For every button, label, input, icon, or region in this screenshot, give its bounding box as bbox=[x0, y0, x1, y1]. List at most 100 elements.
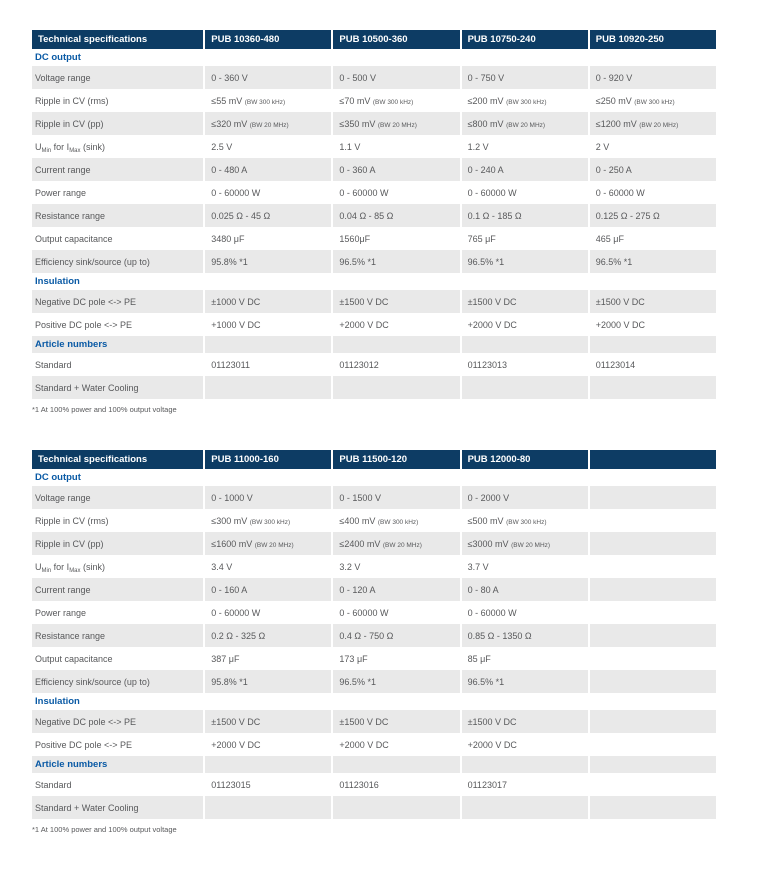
spec-value bbox=[589, 376, 716, 399]
spec-value: 01123017 bbox=[467, 779, 507, 790]
spec-value: 3.4 V bbox=[211, 561, 233, 572]
spec-value: 1.1 V bbox=[339, 141, 361, 152]
spec-value: 01123014 bbox=[595, 359, 636, 370]
subscript-text: Min bbox=[41, 147, 52, 154]
row-label: Negative DC pole <-> PE bbox=[32, 290, 204, 313]
spec-value: 387 μF bbox=[211, 653, 240, 664]
spec-value: 0 - 750 V bbox=[461, 66, 588, 89]
header-model-1: PUB 10360-480 bbox=[205, 30, 332, 49]
section-empty-cell bbox=[590, 273, 716, 290]
spec-value: 0 - 250 A bbox=[589, 158, 716, 181]
spec-value: +1000 V DC bbox=[211, 319, 261, 330]
spec-value: ≤400 mV (BW 300 kHz) bbox=[339, 515, 419, 526]
section-title: Article numbers bbox=[32, 756, 204, 773]
bandwidth-note: (BW 20 MHz) bbox=[506, 121, 546, 129]
spec-value: 0 - 60000 W bbox=[467, 607, 517, 618]
header-model-2: PUB 10500-360 bbox=[333, 30, 460, 49]
spec-value: 01123013 bbox=[467, 359, 507, 370]
row-label: Resistance range bbox=[32, 624, 204, 647]
spec-value: 0 - 2000 V bbox=[461, 486, 588, 509]
section-empty-cell bbox=[205, 693, 331, 710]
spec-value: +2000 V DC bbox=[467, 319, 517, 330]
spec-row: Resistance range 0.025 Ω - 45 Ω 0.04 Ω - 8… bbox=[32, 204, 716, 227]
spec-value: ±1500 V DC bbox=[589, 290, 716, 313]
row-label: Ripple in CV (rms) bbox=[35, 515, 109, 526]
spec-value: +2000 V DC bbox=[339, 739, 389, 750]
spec-table-block-1: Technical specifications PUB 10360-480 PUB… bbox=[30, 0, 759, 414]
spec-value: 0 - 60000 W bbox=[467, 187, 517, 198]
spec-value: ±1500 V DC bbox=[205, 710, 332, 733]
section-row: Insulation bbox=[32, 273, 716, 290]
spec-value: 0 - 120 A bbox=[333, 578, 460, 601]
spec-row: Ripple in CV (pp) ≤320 mV (BW 20 MHz) ≤350… bbox=[32, 112, 716, 135]
spec-value: 0 - 1500 V bbox=[333, 486, 460, 509]
header-row: Technical specifications PUB 10360-480 PUB… bbox=[32, 30, 716, 49]
row-label: Voltage range bbox=[32, 66, 204, 89]
spec-value: 0.4 Ω - 750 Ω bbox=[333, 624, 460, 647]
row-label: Positive DC pole <-> PE bbox=[35, 739, 133, 750]
section-empty-cell bbox=[462, 273, 588, 290]
row-label: UMin for IMax (sink) bbox=[35, 141, 106, 154]
spec-value: 0 - 60000 W bbox=[339, 607, 389, 618]
spec-value: ±1500 V DC bbox=[461, 290, 588, 313]
section-empty-cell bbox=[590, 49, 716, 66]
bandwidth-note: (BW 20 MHz) bbox=[639, 121, 679, 129]
spec-value bbox=[590, 555, 716, 578]
spec-row: Standard 01123011 01123012 01123013 01123014 bbox=[32, 353, 716, 376]
spec-value: ≤1600 mV (BW 20 MHz) bbox=[205, 532, 332, 555]
section-title: DC output bbox=[35, 52, 81, 63]
spec-value: 2.5 V bbox=[211, 141, 233, 152]
spec-value: 0 - 360 V bbox=[205, 66, 332, 89]
spec-value: 95.8% *1 bbox=[205, 250, 332, 273]
section-empty-cell bbox=[590, 469, 716, 486]
spec-row: Output capacitance 387 μF 173 μF 85 μF bbox=[32, 647, 716, 670]
spec-value bbox=[461, 376, 588, 399]
spec-row: Standard + Water Cooling bbox=[32, 376, 716, 399]
section-empty-cell bbox=[333, 693, 459, 710]
spec-value: 173 μF bbox=[339, 653, 368, 664]
spec-value bbox=[333, 796, 460, 819]
spec-value bbox=[461, 796, 588, 819]
spec-value bbox=[589, 796, 716, 819]
spec-row: Output capacitance 3480 μF 1560μF 765 μF 465… bbox=[32, 227, 716, 250]
row-label: Efficiency sink/source (up to) bbox=[32, 250, 204, 273]
spec-value: 96.5% *1 bbox=[461, 670, 588, 693]
row-label: UMin for IMax (sink) bbox=[35, 561, 106, 574]
header-model-2: PUB 11500-120 bbox=[333, 450, 460, 469]
row-label: Efficiency sink/source (up to) bbox=[32, 670, 204, 693]
spec-row: Positive DC pole <-> PE +1000 V DC +2000 V… bbox=[32, 313, 716, 336]
section-empty-cell bbox=[461, 336, 588, 353]
header-technical-specifications: Technical specifications bbox=[32, 30, 204, 49]
spec-row: Ripple in CV (pp) ≤1600 mV (BW 20 MHz) ≤24… bbox=[32, 532, 716, 555]
spec-value: ±1500 V DC bbox=[333, 290, 460, 313]
footnote: *1 At 100% power and 100% output voltage bbox=[32, 825, 177, 834]
spec-value: 1.2 V bbox=[467, 141, 489, 152]
bandwidth-note: (BW 20 MHz) bbox=[511, 541, 551, 549]
section-empty-cell bbox=[589, 756, 716, 773]
spec-table: Technical specifications PUB 10360-480 PUB… bbox=[30, 30, 718, 399]
spec-value: ±1000 V DC bbox=[205, 290, 332, 313]
section-empty-cell bbox=[205, 756, 332, 773]
spec-value: 95.8% *1 bbox=[205, 670, 332, 693]
spec-value: 85 μF bbox=[467, 653, 491, 664]
subscript-text: Max bbox=[69, 147, 81, 154]
spec-value: ≤200 mV (BW 300 kHz) bbox=[467, 95, 547, 106]
spec-value: 3.7 V bbox=[467, 561, 489, 572]
spec-value: 2 V bbox=[595, 141, 610, 152]
spec-value: 0 - 480 A bbox=[205, 158, 332, 181]
section-empty-cell bbox=[205, 336, 332, 353]
row-label: Power range bbox=[35, 607, 87, 618]
row-label: Ripple in CV (rms) bbox=[35, 95, 109, 106]
subscript-text: Min bbox=[41, 567, 52, 574]
bandwidth-note: (BW 20 MHz) bbox=[382, 541, 422, 549]
bandwidth-note: (BW 300 kHz) bbox=[244, 98, 286, 106]
section-empty-cell bbox=[462, 693, 588, 710]
section-empty-cell bbox=[333, 469, 459, 486]
spec-value: 96.5% *1 bbox=[589, 250, 716, 273]
header-model-4: PUB 10920-250 bbox=[589, 30, 716, 49]
header-model-3: PUB 10750-240 bbox=[461, 30, 588, 49]
row-label: Positive DC pole <-> PE bbox=[35, 319, 133, 330]
